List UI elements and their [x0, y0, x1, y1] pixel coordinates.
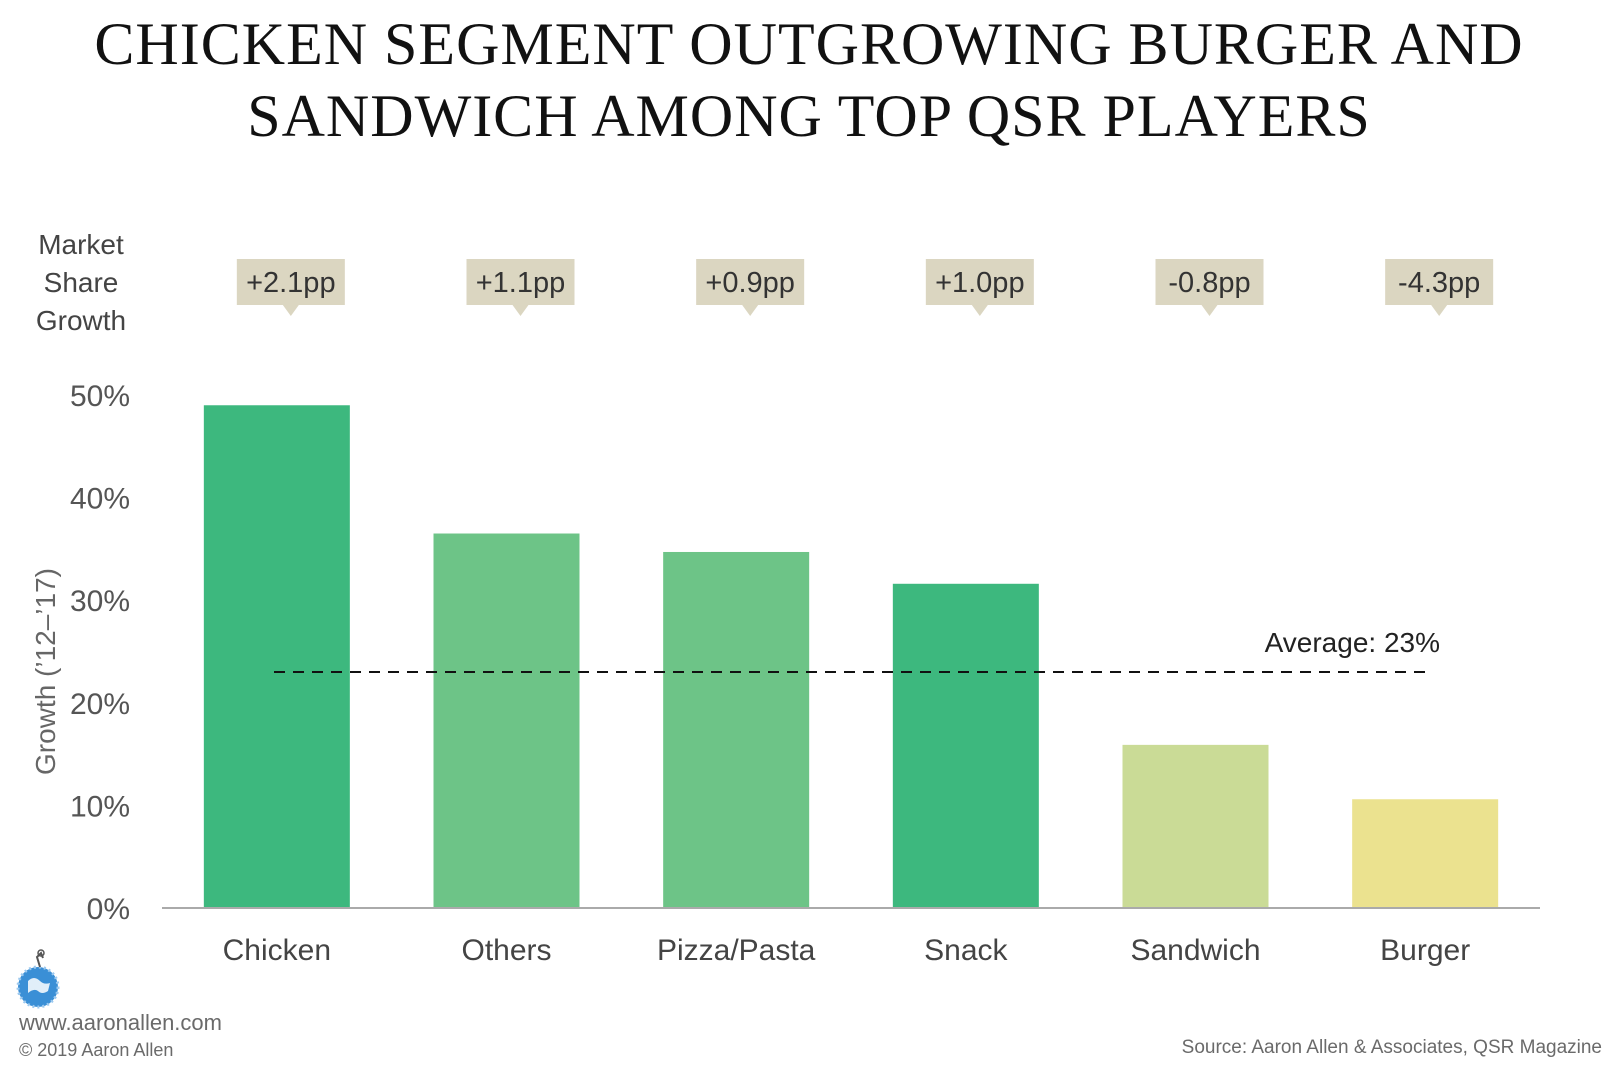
globe-icon — [16, 949, 60, 1009]
bar-chicken — [203, 405, 350, 908]
bar-pizza-pasta — [663, 551, 810, 908]
callout-label: -4.3pp — [1398, 267, 1480, 299]
bar-others — [433, 533, 580, 908]
market-share-growth-label: Growth — [36, 305, 126, 336]
x-tick-label: Snack — [924, 934, 1008, 967]
callout-label: -0.8pp — [1168, 267, 1250, 299]
x-tick-label: Others — [461, 934, 551, 967]
chart-title-line-1: CHICKEN SEGMENT OUTGROWING BURGER AND — [94, 11, 1524, 77]
chart-title-line-2: SANDWICH AMONG TOP QSR PLAYERS — [247, 83, 1371, 149]
y-tick-label: 50% — [70, 380, 130, 413]
footer-url: www.aaronallen.com — [19, 1010, 222, 1035]
footer-copyright: © 2019 Aaron Allen — [19, 1040, 174, 1060]
callout-pointer — [1201, 305, 1218, 316]
y-tick-label: 30% — [70, 585, 130, 618]
x-tick-label: Pizza/Pasta — [657, 934, 816, 967]
bar-burger — [1352, 799, 1499, 908]
y-tick-label: 20% — [70, 688, 130, 721]
callout-box — [236, 259, 345, 305]
callout-box — [1385, 259, 1494, 305]
y-axis-title: Growth (’12–’17) — [30, 568, 61, 775]
bar-snack — [892, 583, 1039, 908]
callout-pointer — [1431, 305, 1448, 316]
callout-pointer — [512, 305, 529, 316]
bar-sandwich — [1122, 744, 1269, 908]
callout-box — [696, 259, 805, 305]
market-share-growth-label: Share — [44, 267, 119, 298]
callout-label: +1.1pp — [476, 267, 566, 299]
y-tick-label: 0% — [87, 893, 130, 926]
callout-label: +1.0pp — [935, 267, 1025, 299]
callout-pointer — [971, 305, 988, 316]
callout-pointer — [742, 305, 759, 316]
x-tick-label: Chicken — [223, 934, 331, 967]
footer-source: Source: Aaron Allen & Associates, QSR Ma… — [1181, 1037, 1602, 1058]
callout-box — [1155, 259, 1264, 305]
y-tick-label: 10% — [70, 790, 130, 823]
market-share-growth-label: Market — [38, 229, 124, 260]
chart-title: CHICKEN SEGMENT OUTGROWING BURGER AND SA… — [0, 8, 1618, 152]
callout-box — [466, 259, 575, 305]
x-tick-label: Sandwich — [1130, 934, 1260, 967]
x-tick-label: Burger — [1380, 934, 1470, 967]
y-tick-label: 40% — [70, 483, 130, 516]
average-label: Average: 23% — [1265, 627, 1440, 658]
callout-label: +2.1pp — [246, 267, 336, 299]
callout-pointer — [282, 305, 299, 316]
callout-box — [925, 259, 1034, 305]
callout-label: +0.9pp — [705, 267, 795, 299]
